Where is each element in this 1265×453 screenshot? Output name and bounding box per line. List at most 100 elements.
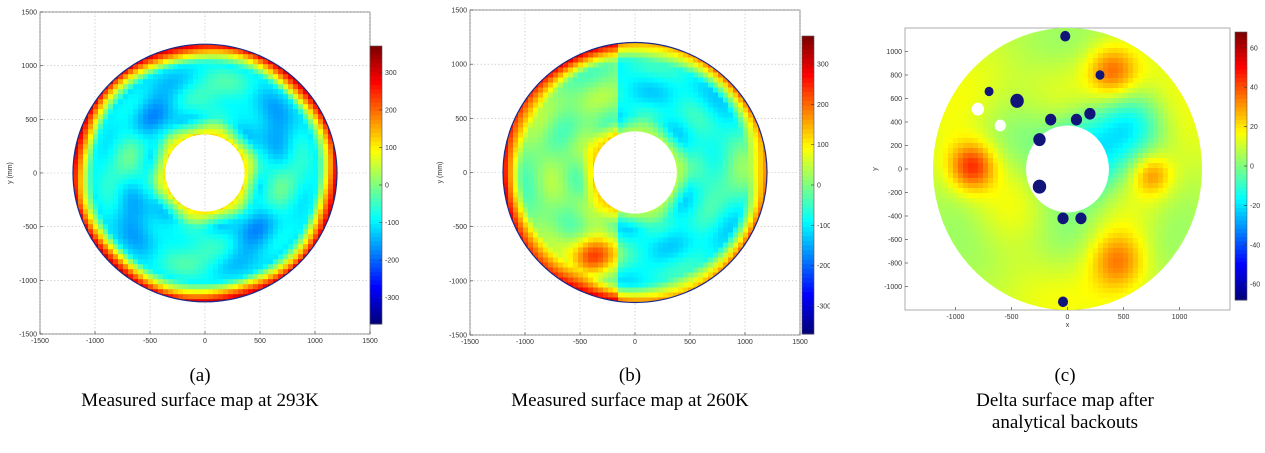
- heatmap-cell: [203, 259, 209, 265]
- heatmap-cell: [668, 242, 674, 249]
- heatmap-cell: [948, 128, 954, 134]
- heatmap-cell: [933, 148, 939, 154]
- heatmap-cell: [943, 163, 949, 169]
- heatmap-cell: [263, 84, 269, 90]
- heatmap-cell: [728, 172, 734, 179]
- heatmap-cell: [693, 247, 699, 254]
- heatmap-cell: [543, 142, 549, 149]
- heatmap-cell: [303, 169, 309, 175]
- heatmap-cell: [663, 122, 669, 129]
- heatmap-cell: [678, 252, 684, 259]
- heatmap-cell: [713, 102, 719, 109]
- heatmap-cell: [118, 219, 124, 225]
- caption-a: Measured surface map at 293K: [81, 390, 319, 411]
- heatmap-cell: [198, 54, 204, 60]
- heatmap-cell: [88, 219, 94, 225]
- heatmap-cell: [153, 199, 159, 205]
- heatmap-cell: [503, 182, 509, 189]
- heatmap-cell: [633, 117, 639, 124]
- heatmap-cell: [548, 142, 554, 149]
- heatmap-cell: [143, 199, 149, 205]
- heatmap-cell: [128, 99, 134, 105]
- heatmap-cell: [93, 119, 99, 125]
- heatmap-cell: [298, 224, 304, 230]
- heatmap-cell: [693, 202, 699, 209]
- heatmap-cell: [173, 204, 179, 210]
- heatmap-cell: [578, 242, 584, 249]
- heatmap-cell: [308, 229, 314, 235]
- heatmap-cell: [148, 129, 154, 135]
- heatmap-cell: [143, 64, 149, 70]
- heatmap-cell: [118, 224, 124, 230]
- heatmap-cell: [543, 212, 549, 219]
- heatmap-cell: [568, 277, 574, 284]
- heatmap-cell: [218, 264, 224, 270]
- heatmap-cell: [308, 184, 314, 190]
- heatmap-cell: [238, 54, 244, 60]
- heatmap-cell: [318, 179, 324, 185]
- heatmap-cell: [643, 247, 649, 254]
- heatmap-cell: [533, 187, 539, 194]
- heatmap-cell: [543, 257, 549, 264]
- heatmap-cell: [233, 294, 239, 300]
- heatmap-cell: [288, 89, 294, 95]
- heatmap-cell: [583, 52, 589, 59]
- heatmap-cell: [173, 199, 179, 205]
- heatmap-cell: [693, 97, 699, 104]
- heatmap-cell: [158, 274, 164, 280]
- heatmap-cell: [238, 134, 244, 140]
- heatmap-cell: [593, 202, 599, 209]
- heatmap-cell: [203, 224, 209, 230]
- heatmap-cell: [938, 163, 944, 169]
- heatmap-cell: [538, 122, 544, 129]
- heatmap-cell: [153, 149, 159, 155]
- heatmap-cell: [193, 69, 199, 75]
- heatmap-cell: [593, 87, 599, 94]
- heatmap-cell: [313, 159, 319, 165]
- heatmap-cell: [503, 157, 509, 164]
- heatmap-cell: [193, 119, 199, 125]
- heatmap-cell: [323, 144, 329, 150]
- heatmap-cell: [638, 257, 644, 264]
- heatmap-cell: [693, 242, 699, 249]
- heatmap-cell: [218, 84, 224, 90]
- heatmap-cell: [153, 59, 159, 65]
- heatmap-cell: [548, 212, 554, 219]
- heatmap-cell: [283, 204, 289, 210]
- heatmap-cell: [548, 77, 554, 84]
- heatmap-cell: [968, 78, 974, 84]
- heatmap-cell: [263, 214, 269, 220]
- heatmap-cell: [663, 127, 669, 134]
- heatmap-cell: [628, 227, 634, 234]
- heatmap-cell: [723, 177, 729, 184]
- heatmap-cell: [208, 109, 214, 115]
- heatmap-cell: [218, 269, 224, 275]
- heatmap-cell: [663, 242, 669, 249]
- heatmap-cell: [313, 144, 319, 150]
- heatmap-cell: [178, 69, 184, 75]
- heatmap-cell: [733, 102, 739, 109]
- heatmap-cell: [268, 74, 274, 80]
- heatmap-cell: [178, 44, 184, 50]
- heatmap-cell: [308, 104, 314, 110]
- heatmap-cell: [593, 277, 599, 284]
- heatmap-cell: [298, 179, 304, 185]
- heatmap-cell: [603, 97, 609, 104]
- heatmap-cell: [538, 212, 544, 219]
- heatmap-cell: [683, 72, 689, 79]
- heatmap-cell: [548, 202, 554, 209]
- heatmap-cell: [133, 244, 139, 250]
- heatmap-cell: [123, 164, 129, 170]
- heatmap-cell: [318, 209, 324, 215]
- heatmap-cell: [733, 192, 739, 199]
- heatmap-cell: [93, 179, 99, 185]
- heatmap-cell: [213, 44, 219, 50]
- heatmap-cell: [248, 114, 254, 120]
- heatmap-cell: [578, 222, 584, 229]
- heatmap-cell: [578, 92, 584, 99]
- heatmap-cell: [308, 139, 314, 145]
- heatmap-cell: [203, 229, 209, 235]
- heatmap-cell: [623, 257, 629, 264]
- heatmap-cell: [948, 213, 954, 219]
- heatmap-cell: [713, 97, 719, 104]
